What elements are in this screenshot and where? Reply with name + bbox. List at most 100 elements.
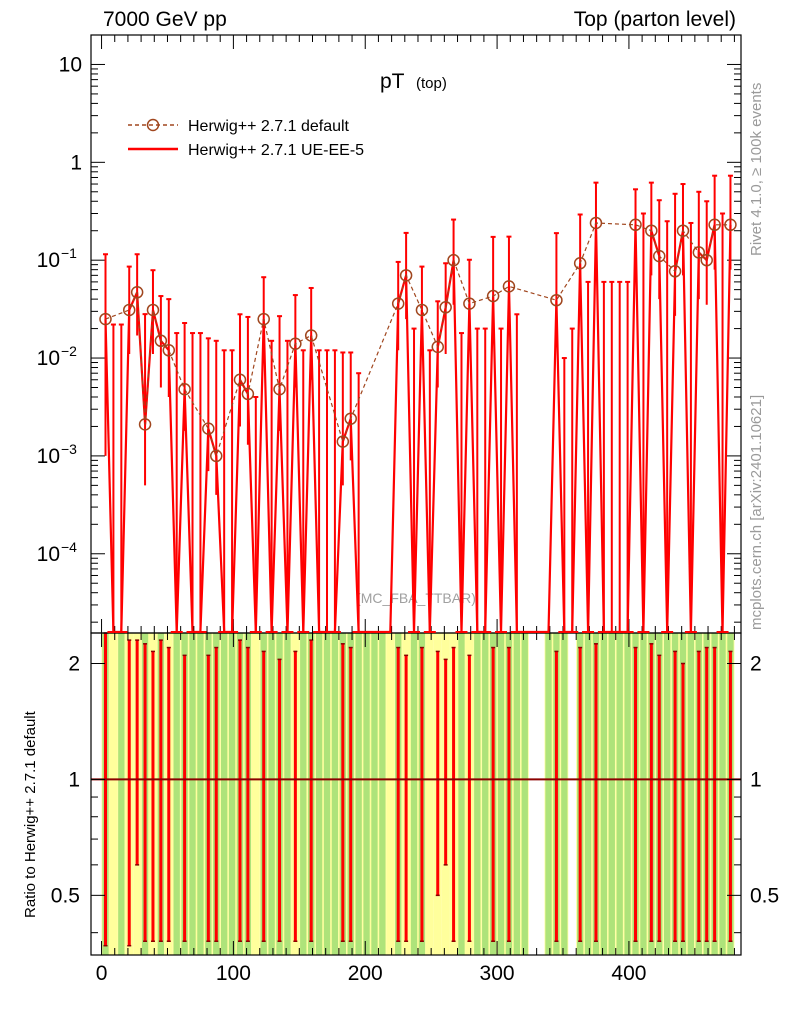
series-default-point bbox=[399, 269, 413, 282]
band-green bbox=[315, 633, 323, 955]
band-green bbox=[640, 633, 647, 955]
band-green bbox=[118, 633, 125, 955]
series-default-point bbox=[138, 418, 152, 431]
series-default-point bbox=[202, 422, 215, 435]
x-tick-label: 200 bbox=[348, 962, 383, 985]
band-green bbox=[608, 633, 615, 955]
band-green bbox=[545, 633, 552, 955]
y-tick-label: 10 bbox=[37, 445, 60, 468]
series-default-point bbox=[724, 218, 737, 232]
y-tick-label-exponent: −1 bbox=[61, 245, 77, 261]
series-default-point bbox=[304, 329, 318, 342]
ratio-y-tick-label-right: 2 bbox=[750, 652, 762, 675]
band-green bbox=[687, 633, 695, 955]
y-tick-label: 10 bbox=[37, 543, 60, 566]
band-green bbox=[497, 633, 505, 955]
y-tick-label-exponent: −3 bbox=[61, 441, 77, 457]
series-default-point bbox=[629, 218, 642, 232]
x-tick-label: 0 bbox=[96, 962, 108, 985]
series-default-point bbox=[550, 293, 563, 307]
band-yellow bbox=[251, 633, 260, 955]
band-yellow bbox=[425, 633, 434, 955]
band-yellow bbox=[386, 633, 395, 955]
band-green bbox=[458, 633, 465, 955]
band-green bbox=[228, 633, 236, 955]
analysis-watermark: (MC_FBA_TTBAR) bbox=[356, 590, 476, 606]
series-default-point bbox=[700, 253, 713, 267]
band-green bbox=[284, 633, 291, 955]
band-green bbox=[197, 633, 204, 955]
band-green bbox=[173, 633, 180, 955]
ratio-y-tick-label-left: 1 bbox=[68, 768, 80, 791]
band-green bbox=[719, 633, 726, 955]
plot-title-sub: (top) bbox=[416, 75, 447, 92]
y-tick-label: 10 bbox=[37, 249, 60, 272]
band-green bbox=[363, 633, 370, 955]
series-default-point bbox=[289, 337, 302, 350]
series-default-point bbox=[415, 303, 429, 317]
band-green bbox=[300, 633, 307, 955]
series-default-point bbox=[645, 224, 658, 237]
band-green bbox=[371, 633, 378, 955]
band-green bbox=[624, 633, 631, 955]
band-green bbox=[521, 633, 528, 955]
y-tick-label-exponent: −4 bbox=[61, 539, 77, 555]
band-green bbox=[561, 633, 568, 955]
series-default-point bbox=[344, 412, 357, 425]
band-green bbox=[664, 633, 671, 955]
band-green bbox=[379, 633, 386, 955]
series-default-line bbox=[105, 222, 731, 458]
band-green bbox=[221, 633, 228, 955]
legend-marker-default bbox=[146, 118, 160, 132]
series-default-point bbox=[241, 387, 255, 401]
series-default-point bbox=[391, 297, 405, 310]
header-right: Top (parton level) bbox=[573, 8, 736, 31]
series-default-point bbox=[162, 344, 176, 357]
legend-label-ue: Herwig++ 2.7.1 UE-EE-5 bbox=[188, 142, 364, 159]
series-default-point bbox=[122, 303, 136, 317]
main-plot bbox=[99, 174, 737, 633]
band-green bbox=[474, 633, 481, 955]
band-green bbox=[268, 633, 275, 955]
y-tick-label: 10 bbox=[37, 347, 60, 370]
series-default-point bbox=[668, 265, 682, 278]
series-default-point bbox=[210, 449, 223, 463]
ratio-y-tick-label-right: 1 bbox=[750, 768, 762, 791]
series-default-point bbox=[257, 312, 270, 326]
series-default-point bbox=[708, 218, 721, 232]
series-default-point bbox=[653, 249, 666, 263]
series-default-point bbox=[692, 246, 706, 259]
series-default-point bbox=[336, 435, 350, 448]
series-default-point bbox=[146, 303, 160, 317]
legend-label-default: Herwig++ 2.7.1 default bbox=[188, 118, 350, 135]
ratio-y-tick-label-left: 2 bbox=[68, 652, 80, 675]
header-left: 7000 GeV pp bbox=[103, 8, 227, 31]
series-ue-ee-5-line bbox=[104, 222, 732, 633]
band-green bbox=[584, 633, 592, 955]
y-tick-label-exponent: −2 bbox=[61, 343, 77, 359]
main-series-group bbox=[99, 174, 737, 633]
series-default-point bbox=[439, 301, 452, 314]
series-default-point bbox=[463, 297, 476, 310]
y-tick-label: 10 bbox=[59, 53, 82, 76]
band-yellow bbox=[109, 633, 118, 955]
x-tick-label: 100 bbox=[216, 962, 251, 985]
series-default-point bbox=[502, 280, 516, 293]
ratio-bands bbox=[91, 632, 741, 955]
band-green bbox=[355, 633, 362, 955]
series-default-point bbox=[154, 334, 168, 348]
band-green bbox=[600, 633, 608, 955]
band-green bbox=[331, 633, 339, 955]
series-default-point bbox=[676, 224, 690, 237]
ratio-y-tick-label-right: 0.5 bbox=[750, 884, 779, 907]
series-default-point bbox=[486, 289, 500, 303]
band-green bbox=[323, 633, 331, 955]
series-default-point bbox=[99, 312, 112, 326]
series-default-point bbox=[573, 257, 587, 270]
band-green bbox=[410, 633, 418, 955]
series-default-point bbox=[589, 216, 603, 230]
y-tick-label: 1 bbox=[70, 151, 82, 174]
ratio-y-tick-label-left: 0.5 bbox=[51, 884, 80, 907]
band-green bbox=[482, 633, 489, 955]
